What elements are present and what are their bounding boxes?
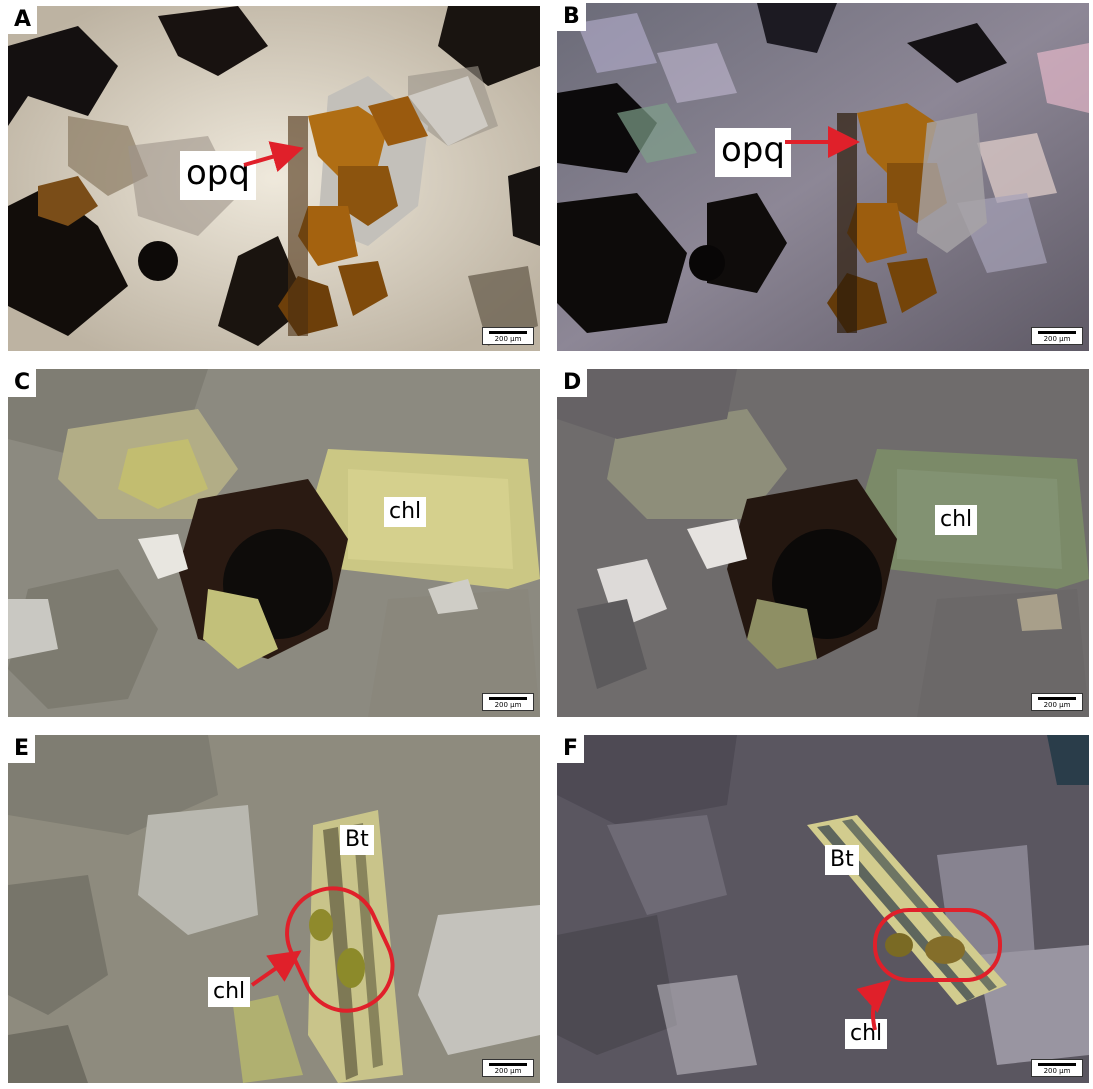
scale-bar-a: 200 µm [482,327,534,345]
scale-bar-e: 200 µm [482,1059,534,1077]
panel-f-image [557,735,1089,1083]
panel-d-photomicrograph: D chl 200 µm [557,369,1089,717]
panel-e-photomicrograph: E Bt chl 200 µm [8,735,540,1083]
panel-d-image [557,369,1089,717]
chl-label-d: chl [935,505,978,536]
scale-bar-b: 200 µm [1031,327,1083,345]
scale-bar-c-text: 200 µm [494,701,522,709]
panel-a-image [8,6,540,351]
panel-c-image [8,369,540,717]
panel-b-image [557,3,1089,351]
panel-f-photomicrograph: F Bt chl 200 µm [557,735,1089,1083]
panel-a-photomicrograph: A opq 200 µm [8,6,540,351]
chl-label-f: chl [845,1019,888,1050]
panel-a-letter: A [8,6,38,34]
chl-label-e: chl [208,977,251,1008]
scale-bar-b-text: 200 µm [1043,335,1071,343]
panel-e-letter: E [8,735,36,763]
scale-bar-e-text: 200 µm [494,1067,522,1075]
opq-label-a: opq [180,151,256,201]
scale-bar-f-text: 200 µm [1043,1067,1071,1075]
scale-bar-d: 200 µm [1031,693,1083,711]
panel-c-photomicrograph: C chl 200 µm [8,369,540,717]
panel-f-letter: F [557,735,585,763]
opq-label-b: opq [715,128,791,178]
panel-e-image [8,735,540,1083]
chl-label-c: chl [384,497,427,528]
panel-c-letter: C [8,369,37,397]
bt-label-f: Bt [825,845,859,876]
panel-b-letter: B [557,3,586,31]
scale-bar-d-text: 200 µm [1043,701,1071,709]
panel-b-photomicrograph: B opq 200 µm [557,3,1089,351]
bt-label-e: Bt [340,825,374,856]
scale-bar-c: 200 µm [482,693,534,711]
scale-bar-f: 200 µm [1031,1059,1083,1077]
scale-bar-a-text: 200 µm [494,335,522,343]
panel-d-letter: D [557,369,588,397]
